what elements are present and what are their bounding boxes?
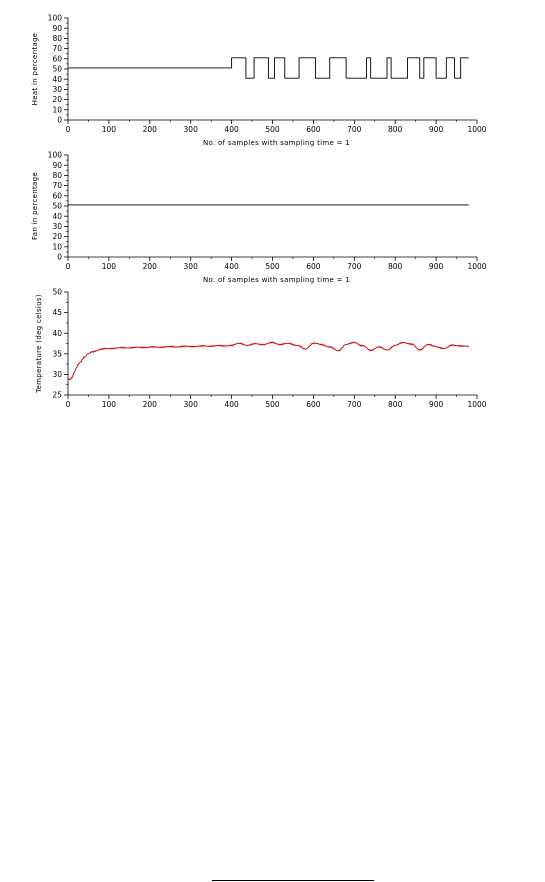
y-axis-label: Fan in percentage: [31, 172, 39, 240]
x-tick-label: 700: [347, 262, 362, 271]
y-axis-label: Temperature (deg celsius): [35, 294, 43, 394]
x-tick-label: 100: [102, 125, 117, 134]
x-axis-label: No. of samples with sampling time = 1: [203, 139, 350, 147]
x-tick-label: 400: [224, 262, 239, 271]
x-tick-label: 500: [265, 262, 280, 271]
y-tick-label: 80: [52, 171, 62, 180]
y-tick-label: 60: [52, 54, 62, 63]
x-tick-label: 200: [143, 125, 158, 134]
y-tick-label: 35: [52, 349, 62, 358]
chart-panel-2: 0 100 200 300 400 500 600 700 800 900 1000 0 1020304…: [31, 151, 487, 284]
x-tick-label: 800: [388, 400, 403, 409]
x-tick-label: 1000: [467, 400, 486, 409]
x-tick-label: 300: [184, 262, 199, 271]
x-tick-label: 800: [388, 262, 403, 271]
x-tick-label: 0: [66, 400, 71, 409]
x-tick-label: 500: [265, 400, 280, 409]
x-tick-label: 1000: [467, 262, 486, 271]
series-line-1: [68, 57, 469, 79]
y-axis-label: Heat in percentage: [31, 33, 39, 106]
chart-panel-1: 0 100 200 300 400 500 600 700 800 900 1000 0 1020304…: [31, 14, 487, 147]
x-tick-label: 400: [224, 125, 239, 134]
x-tick-label: 500: [265, 125, 280, 134]
y-tick-label: 30: [52, 222, 62, 231]
y-tick-label: 90: [52, 161, 62, 170]
y-tick-label: 10: [52, 242, 62, 251]
footnote-rule: [212, 880, 374, 881]
y-tick-label: 0: [57, 253, 62, 262]
y-tick-label: 0: [57, 116, 62, 125]
x-tick-label: 200: [143, 400, 158, 409]
x-tick-label: 300: [184, 400, 199, 409]
x-tick-label: 600: [306, 125, 321, 134]
series-line-1: [67, 341, 470, 381]
x-axis-label: No. of samples with sampling time = 1: [203, 276, 350, 284]
y-tick-label: 30: [52, 85, 62, 94]
x-tick-label: 900: [429, 262, 444, 271]
y-tick-label: 70: [52, 181, 62, 190]
x-tick-label: 700: [347, 400, 362, 409]
y-tick-label: 90: [52, 24, 62, 33]
y-tick-label: 100: [48, 14, 63, 23]
x-tick-label: 900: [429, 125, 444, 134]
y-tick-label: 10: [52, 105, 62, 114]
y-tick-label: 60: [52, 191, 62, 200]
y-tick-label: 25: [52, 391, 62, 400]
y-tick-label: 100: [48, 151, 63, 160]
y-tick-label: 20: [52, 232, 62, 241]
x-tick-label: 300: [184, 125, 199, 134]
y-tick-label: 50: [52, 288, 62, 297]
x-tick-label: 600: [306, 400, 321, 409]
x-tick-label: 100: [102, 400, 117, 409]
y-tick-label: 50: [52, 202, 62, 211]
x-tick-label: 1000: [467, 125, 486, 134]
y-tick-label: 40: [52, 75, 62, 84]
y-tick-label: 40: [52, 329, 62, 338]
x-tick-label: 200: [143, 262, 158, 271]
y-tick-label: 40: [52, 212, 62, 221]
chart-panel-3: 0 100 200 300 400 500 600 700 800 900 1000 25 30 35 40…: [35, 288, 487, 409]
x-tick-label: 600: [306, 262, 321, 271]
y-tick-label: 80: [52, 34, 62, 43]
x-tick-label: 900: [429, 400, 444, 409]
y-tick-label: 45: [52, 308, 62, 317]
x-tick-label: 400: [224, 400, 239, 409]
x-tick-label: 700: [347, 125, 362, 134]
y-tick-label: 50: [52, 65, 62, 74]
y-tick-label: 30: [52, 370, 62, 379]
y-tick-label: 20: [52, 95, 62, 104]
x-tick-label: 0: [66, 262, 71, 271]
x-tick-label: 800: [388, 125, 403, 134]
y-tick-label: 70: [52, 44, 62, 53]
x-tick-label: 0: [66, 125, 71, 134]
x-tick-label: 100: [102, 262, 117, 271]
